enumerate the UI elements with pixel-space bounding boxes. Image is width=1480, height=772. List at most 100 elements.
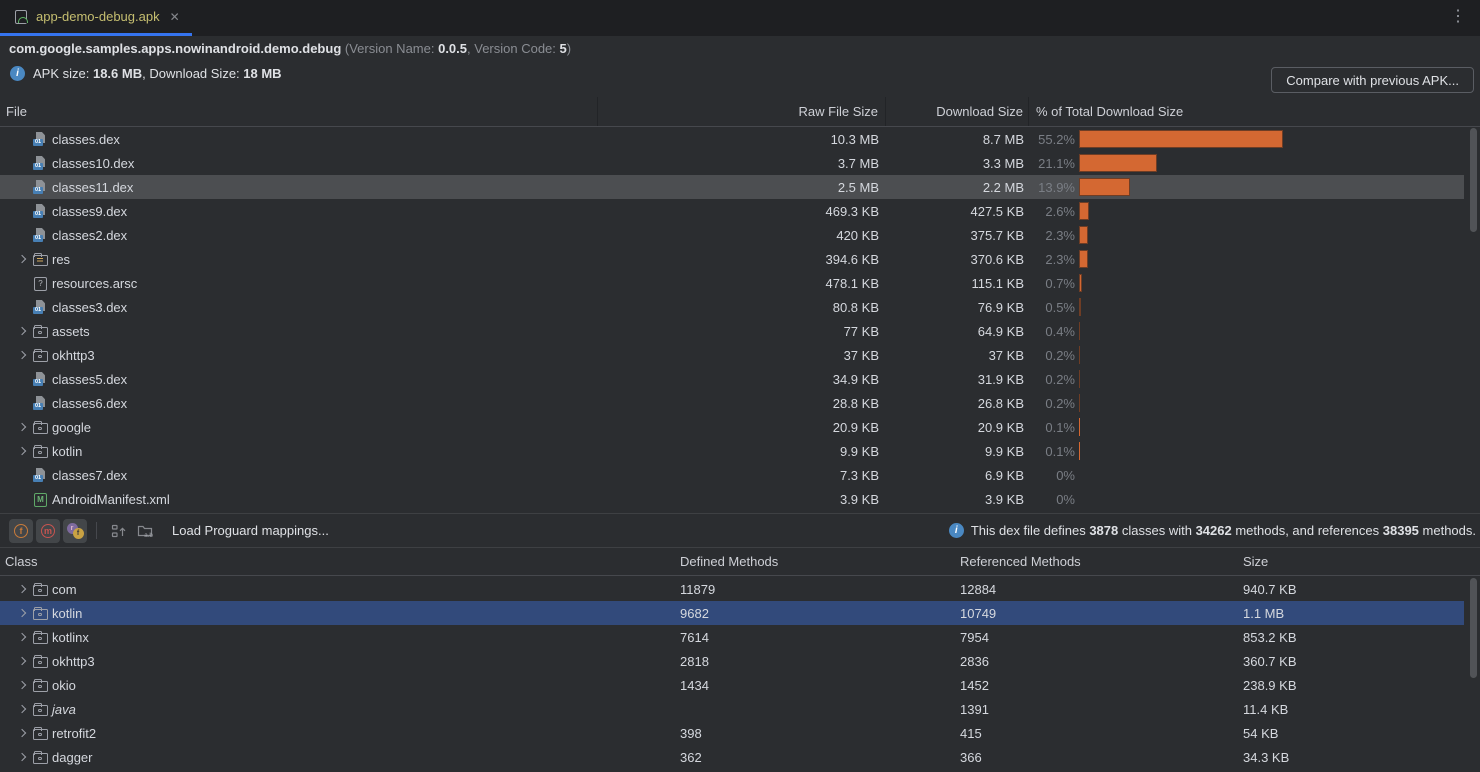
apk-size-line: i APK size: 18.6 MB, Download Size: 18 M… (10, 66, 282, 81)
chevron-right-icon[interactable] (14, 419, 32, 435)
file-name: classes6.dex (52, 396, 127, 411)
package-icon (32, 653, 48, 669)
file-table-header: File Raw File Size Download Size % of To… (0, 97, 1480, 127)
file-table-scrollbar[interactable] (1470, 128, 1477, 232)
toolbar-separator (96, 522, 97, 539)
class-table-header: Class Defined Methods Referenced Methods… (0, 548, 1480, 576)
res-folder-icon (32, 251, 48, 267)
file-row[interactable]: classes9.dex 469.3 KB 427.5 KB 2.6% (0, 199, 1464, 223)
column-header-referenced-methods[interactable]: Referenced Methods (952, 554, 1235, 569)
package-icon (32, 677, 48, 693)
chevron-right-icon[interactable] (14, 581, 32, 597)
chevron-right-icon[interactable] (14, 677, 32, 693)
download-percent-bar (1079, 322, 1080, 340)
classes-count: 3878 (1089, 523, 1118, 538)
close-icon[interactable]: ✕ (170, 10, 180, 24)
more-options-icon[interactable]: ⋮ (1450, 8, 1466, 26)
chevron-right-icon[interactable] (14, 443, 32, 459)
apk-header: com.google.samples.apps.nowinandroid.dem… (0, 36, 1480, 97)
file-name: google (52, 420, 91, 435)
show-fields-toggle[interactable]: f (9, 519, 33, 543)
file-row[interactable]: assets 77 KB 64.9 KB 0.4% (0, 319, 1464, 343)
chevron-right-icon[interactable] (14, 725, 32, 741)
indent-spacer (14, 275, 32, 291)
download-percent-bar (1079, 298, 1081, 316)
class-table-scrollbar[interactable] (1470, 578, 1477, 678)
column-header-raw-size[interactable]: Raw File Size (598, 97, 886, 126)
chevron-right-icon[interactable] (14, 605, 32, 621)
column-header-file[interactable]: File (0, 97, 598, 126)
file-row[interactable]: google 20.9 KB 20.9 KB 0.1% (0, 415, 1464, 439)
dex-file-icon (32, 467, 48, 483)
download-percent-bar (1079, 394, 1080, 412)
info-icon: i (949, 523, 964, 538)
download-percent-bar (1079, 154, 1157, 172)
show-referenced-toggle[interactable]: rf (63, 519, 87, 543)
class-row[interactable]: java 1391 11.4 KB (0, 697, 1464, 721)
column-header-class[interactable]: Class (0, 554, 672, 569)
file-name: classes11.dex (52, 180, 133, 195)
folder-icon (32, 443, 48, 459)
class-row[interactable]: kotlinx 7614 7954 853.2 KB (0, 625, 1464, 649)
apk-editor-tab[interactable]: app-demo-debug.apk ✕ (0, 0, 192, 36)
column-header-percent[interactable]: % of Total Download Size (1029, 104, 1480, 119)
chevron-right-icon[interactable] (14, 653, 32, 669)
column-header-download-size[interactable]: Download Size (886, 97, 1029, 126)
dex-file-icon (32, 203, 48, 219)
package-icon (32, 605, 48, 621)
file-row[interactable]: okhttp3 37 KB 37 KB 0.2% (0, 343, 1464, 367)
package-name: dagger (52, 750, 92, 765)
package-icon (32, 581, 48, 597)
file-row[interactable]: res 394.6 KB 370.6 KB 2.3% (0, 247, 1464, 271)
file-row[interactable]: classes6.dex 28.8 KB 26.8 KB 0.2% (0, 391, 1464, 415)
info-icon: i (10, 66, 25, 81)
file-row[interactable]: AndroidManifest.xml 3.9 KB 3.9 KB 0% (0, 487, 1464, 511)
package-name: com.google.samples.apps.nowinandroid.dem… (9, 41, 341, 56)
indent-spacer (14, 491, 32, 507)
file-row[interactable]: classes11.dex 2.5 MB 2.2 MB 13.9% (0, 175, 1464, 199)
download-percent-bar (1079, 178, 1130, 196)
load-proguard-mappings[interactable]: Load Proguard mappings... (172, 523, 329, 538)
show-methods-toggle[interactable]: m (36, 519, 60, 543)
version-name: 0.0.5 (438, 41, 467, 56)
class-row[interactable]: dagger 362 366 34.3 KB (0, 745, 1464, 769)
file-row[interactable]: classes2.dex 420 KB 375.7 KB 2.3% (0, 223, 1464, 247)
compare-apk-button[interactable]: Compare with previous APK... (1271, 67, 1474, 93)
file-row[interactable]: kotlin 9.9 KB 9.9 KB 0.1% (0, 439, 1464, 463)
chevron-right-icon[interactable] (14, 749, 32, 765)
column-header-defined-methods[interactable]: Defined Methods (672, 554, 952, 569)
file-row[interactable]: resources.arsc 478.1 KB 115.1 KB 0.7% (0, 271, 1464, 295)
indent-spacer (14, 395, 32, 411)
column-header-size[interactable]: Size (1235, 554, 1480, 569)
file-row[interactable]: classes.dex 10.3 MB 8.7 MB 55.2% (0, 127, 1464, 151)
file-row[interactable]: classes5.dex 34.9 KB 31.9 KB 0.2% (0, 367, 1464, 391)
download-size-value: 18 MB (243, 66, 281, 81)
chevron-right-icon[interactable] (14, 251, 32, 267)
chevron-right-icon[interactable] (14, 629, 32, 645)
chevron-right-icon[interactable] (14, 701, 32, 717)
class-row[interactable]: okhttp3 2818 2836 360.7 KB (0, 649, 1464, 673)
class-row[interactable]: com 11879 12884 940.7 KB (0, 577, 1464, 601)
chevron-right-icon[interactable] (14, 347, 32, 363)
package-name: okio (52, 678, 76, 693)
file-name: classes.dex (52, 132, 120, 147)
file-row[interactable]: classes3.dex 80.8 KB 76.9 KB 0.5% (0, 295, 1464, 319)
file-name: classes9.dex (52, 204, 127, 219)
indent-spacer (14, 227, 32, 243)
file-row[interactable]: classes10.dex 3.7 MB 3.3 MB 21.1% (0, 151, 1464, 175)
chevron-right-icon[interactable] (14, 323, 32, 339)
sort-tree-icon[interactable] (111, 523, 127, 539)
class-table: com 11879 12884 940.7 KB kotlin 9682 107… (0, 577, 1464, 769)
package-icon (32, 725, 48, 741)
package-icon (32, 749, 48, 765)
file-name: assets (52, 324, 90, 339)
class-row[interactable]: retrofit2 398 415 54 KB (0, 721, 1464, 745)
package-line: com.google.samples.apps.nowinandroid.dem… (9, 41, 571, 56)
package-name: retrofit2 (52, 726, 96, 741)
manifest-file-icon (32, 491, 48, 507)
references-count: 38395 (1383, 523, 1419, 538)
package-view-icon[interactable]: a.b (137, 523, 155, 539)
class-row[interactable]: okio 1434 1452 238.9 KB (0, 673, 1464, 697)
class-row[interactable]: kotlin 9682 10749 1.1 MB (0, 601, 1464, 625)
file-row[interactable]: classes7.dex 7.3 KB 6.9 KB 0% (0, 463, 1464, 487)
